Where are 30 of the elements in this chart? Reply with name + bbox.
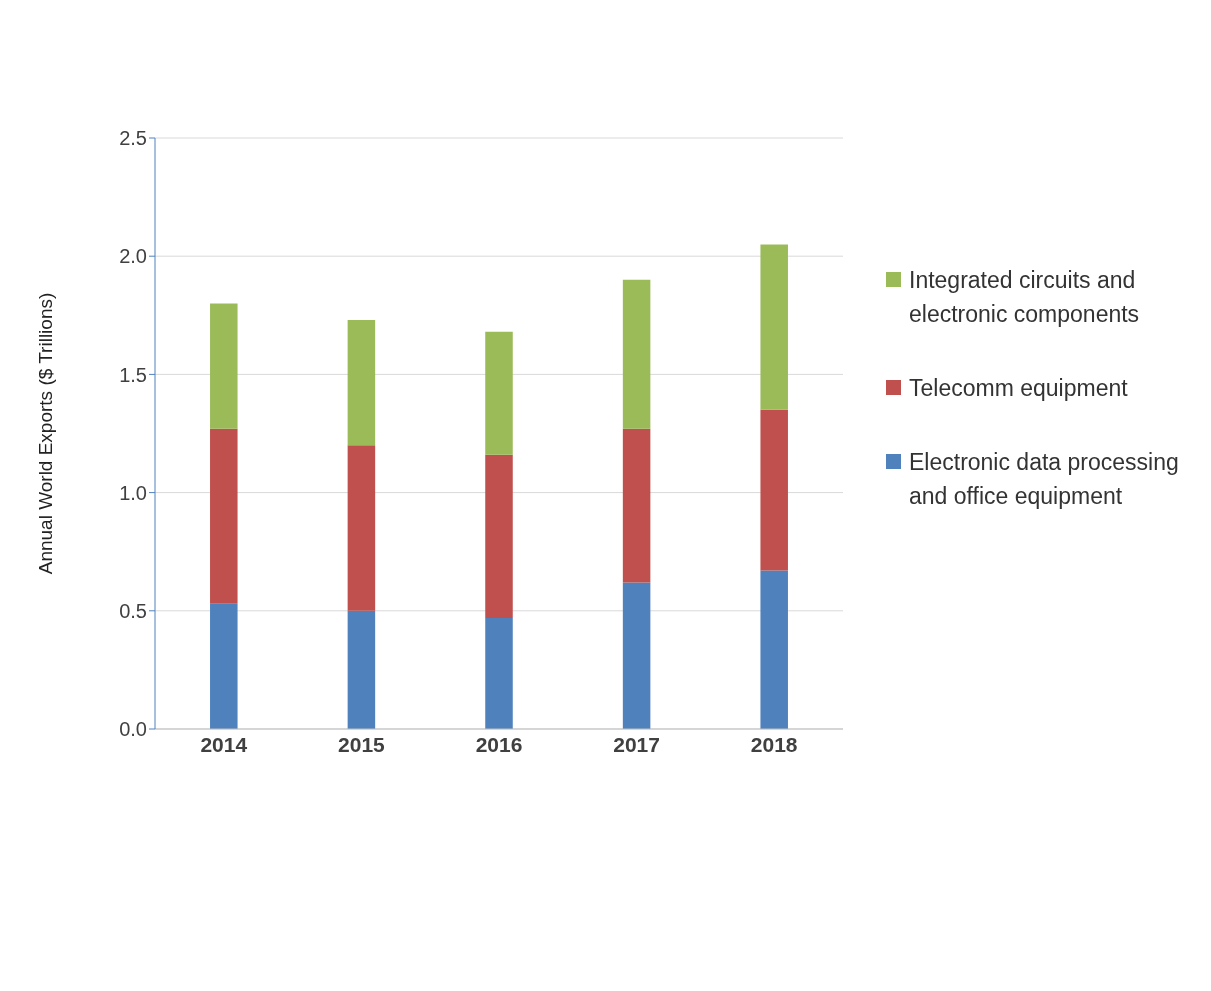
y-axis-title: Annual World Exports ($ Trillions) bbox=[34, 292, 56, 575]
bar bbox=[210, 603, 238, 729]
y-tick-label: 0.0 bbox=[119, 718, 147, 741]
bar bbox=[760, 409, 788, 571]
bar bbox=[760, 244, 788, 410]
bar bbox=[347, 610, 376, 729]
bar bbox=[760, 570, 788, 729]
bar bbox=[347, 445, 376, 611]
legend-label: Integrated circuits and electronic components bbox=[909, 266, 1141, 329]
x-tick-label: 2017 bbox=[613, 732, 660, 756]
bar bbox=[210, 428, 238, 604]
bar bbox=[485, 331, 513, 455]
bar bbox=[485, 617, 513, 729]
y-tick-label: 2.0 bbox=[119, 245, 147, 268]
bar bbox=[622, 428, 651, 583]
bar bbox=[622, 582, 651, 729]
y-tick-label: 1.0 bbox=[119, 481, 147, 504]
x-tick-label: 2014 bbox=[200, 732, 248, 756]
bar bbox=[485, 454, 513, 618]
x-tick-label: 2016 bbox=[475, 732, 523, 756]
x-tick-label: 2015 bbox=[338, 732, 386, 756]
bar bbox=[622, 279, 651, 429]
bar bbox=[210, 303, 238, 429]
y-tick-label: 0.5 bbox=[119, 599, 147, 622]
x-tick-label: 2018 bbox=[750, 732, 798, 756]
y-tick-label: 2.5 bbox=[119, 127, 147, 150]
legend-label: Telecomm equipment bbox=[909, 374, 1128, 403]
y-tick-label: 1.5 bbox=[119, 363, 147, 386]
legend-label: Electronic data processing and office equipment bbox=[909, 448, 1180, 511]
bar bbox=[347, 320, 376, 446]
